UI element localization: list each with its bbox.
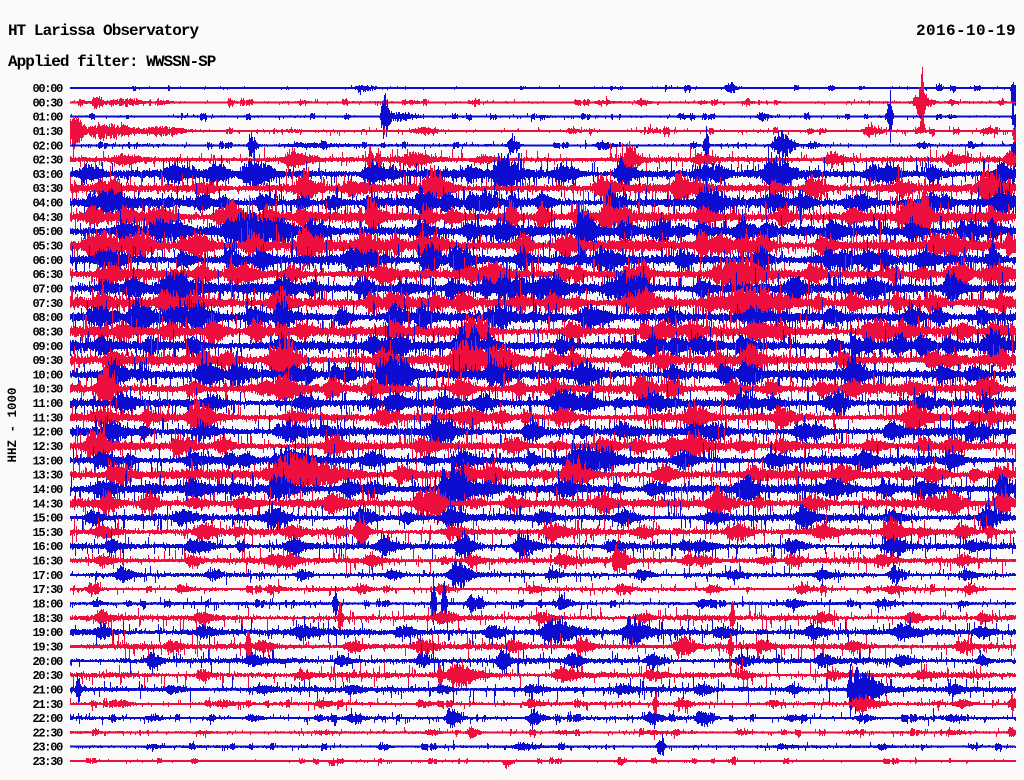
svg-text:02:00: 02:00 [32,139,63,153]
svg-text:05:00: 05:00 [32,225,63,239]
svg-text:14:30: 14:30 [32,497,63,511]
svg-text:13:30: 13:30 [32,469,63,483]
svg-text:21:00: 21:00 [32,683,63,697]
svg-text:15:00: 15:00 [32,512,63,526]
svg-text:09:30: 09:30 [32,354,63,368]
svg-text:02:30: 02:30 [32,154,63,168]
svg-text:18:30: 18:30 [32,612,63,626]
svg-text:00:00: 00:00 [32,82,63,96]
svg-text:19:00: 19:00 [32,626,63,640]
svg-text:18:00: 18:00 [32,598,63,612]
svg-text:10:30: 10:30 [32,383,63,397]
svg-text:14:00: 14:00 [32,483,63,497]
svg-text:20:00: 20:00 [32,655,63,669]
svg-text:08:00: 08:00 [32,311,63,325]
svg-text:10:00: 10:00 [32,368,63,382]
svg-text:04:30: 04:30 [32,211,63,225]
svg-text:12:00: 12:00 [32,426,63,440]
svg-text:16:00: 16:00 [32,540,63,554]
svg-text:05:30: 05:30 [32,240,63,254]
svg-text:04:00: 04:00 [32,197,63,211]
svg-text:23:30: 23:30 [32,755,63,769]
svg-text:09:00: 09:00 [32,340,63,354]
svg-text:17:30: 17:30 [32,583,63,597]
svg-text:22:30: 22:30 [32,726,63,740]
svg-text:23:00: 23:00 [32,741,63,755]
svg-text:06:00: 06:00 [32,254,63,268]
svg-text:12:30: 12:30 [32,440,63,454]
svg-text:21:30: 21:30 [32,698,63,712]
svg-text:07:30: 07:30 [32,297,63,311]
svg-text:08:30: 08:30 [32,325,63,339]
svg-text:20:30: 20:30 [32,669,63,683]
svg-text:16:30: 16:30 [32,555,63,569]
svg-text:19:30: 19:30 [32,640,63,654]
svg-text:11:30: 11:30 [32,411,63,425]
svg-text:22:00: 22:00 [32,712,63,726]
svg-text:13:00: 13:00 [32,454,63,468]
svg-text:01:30: 01:30 [32,125,63,139]
svg-text:03:30: 03:30 [32,182,63,196]
svg-text:17:00: 17:00 [32,569,63,583]
svg-text:03:00: 03:00 [32,168,63,182]
svg-text:00:30: 00:30 [32,96,63,110]
svg-text:07:00: 07:00 [32,282,63,296]
svg-text:06:30: 06:30 [32,268,63,282]
svg-text:11:00: 11:00 [32,397,63,411]
svg-text:01:00: 01:00 [32,111,63,125]
svg-text:15:30: 15:30 [32,526,63,540]
